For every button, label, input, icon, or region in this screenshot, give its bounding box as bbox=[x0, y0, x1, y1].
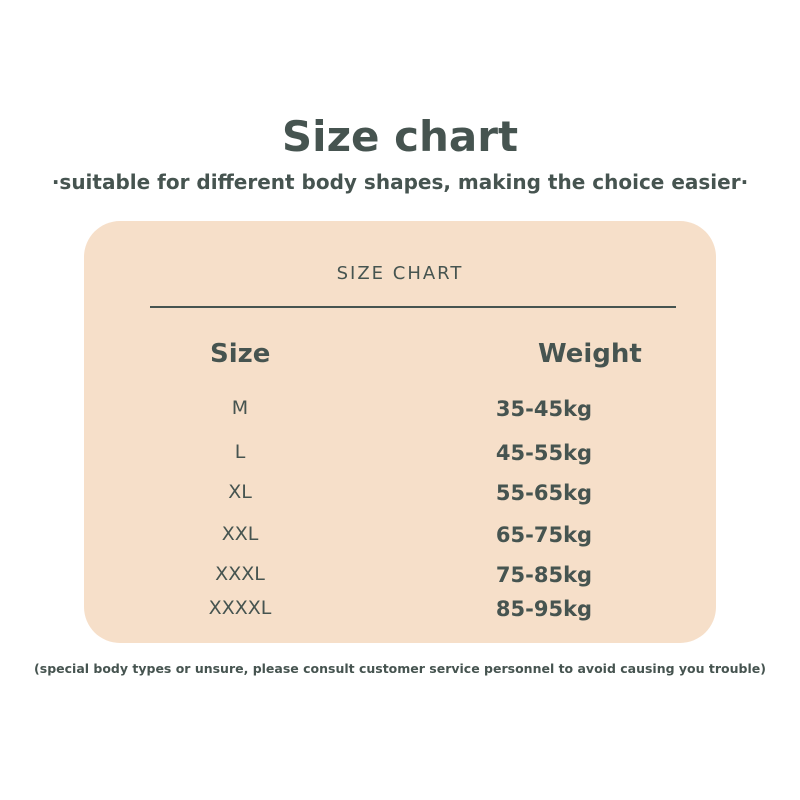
weight-cell: 85-95kg bbox=[495, 597, 593, 621]
column-header: Weight bbox=[538, 339, 642, 369]
column-header: Size bbox=[210, 339, 271, 369]
weight-cell: 55-65kg bbox=[495, 481, 593, 505]
weight-cell: 45-55kg bbox=[495, 441, 593, 465]
size-cell: XXXL bbox=[215, 563, 265, 585]
size-cell: XL bbox=[228, 481, 252, 503]
divider bbox=[150, 306, 676, 308]
footer-note: (special body types or unsure, please co… bbox=[34, 661, 766, 676]
weight-cell: 75-85kg bbox=[495, 563, 593, 587]
size-cell: XXXXL bbox=[208, 597, 272, 619]
size-cell: M bbox=[231, 397, 249, 419]
weight-cell: 65-75kg bbox=[495, 523, 593, 547]
subtitle: ·suitable for different body shapes, mak… bbox=[51, 170, 749, 194]
weight-cell: 35-45kg bbox=[495, 397, 593, 421]
size-table: SIZE CHART Size Weight M 35-45kg L 45-55kg X… bbox=[84, 221, 716, 643]
title: Size chart bbox=[281, 112, 519, 161]
size-cell: XXL bbox=[221, 523, 259, 545]
size-cell: L bbox=[234, 441, 246, 463]
table-caption: SIZE CHART bbox=[336, 263, 464, 284]
